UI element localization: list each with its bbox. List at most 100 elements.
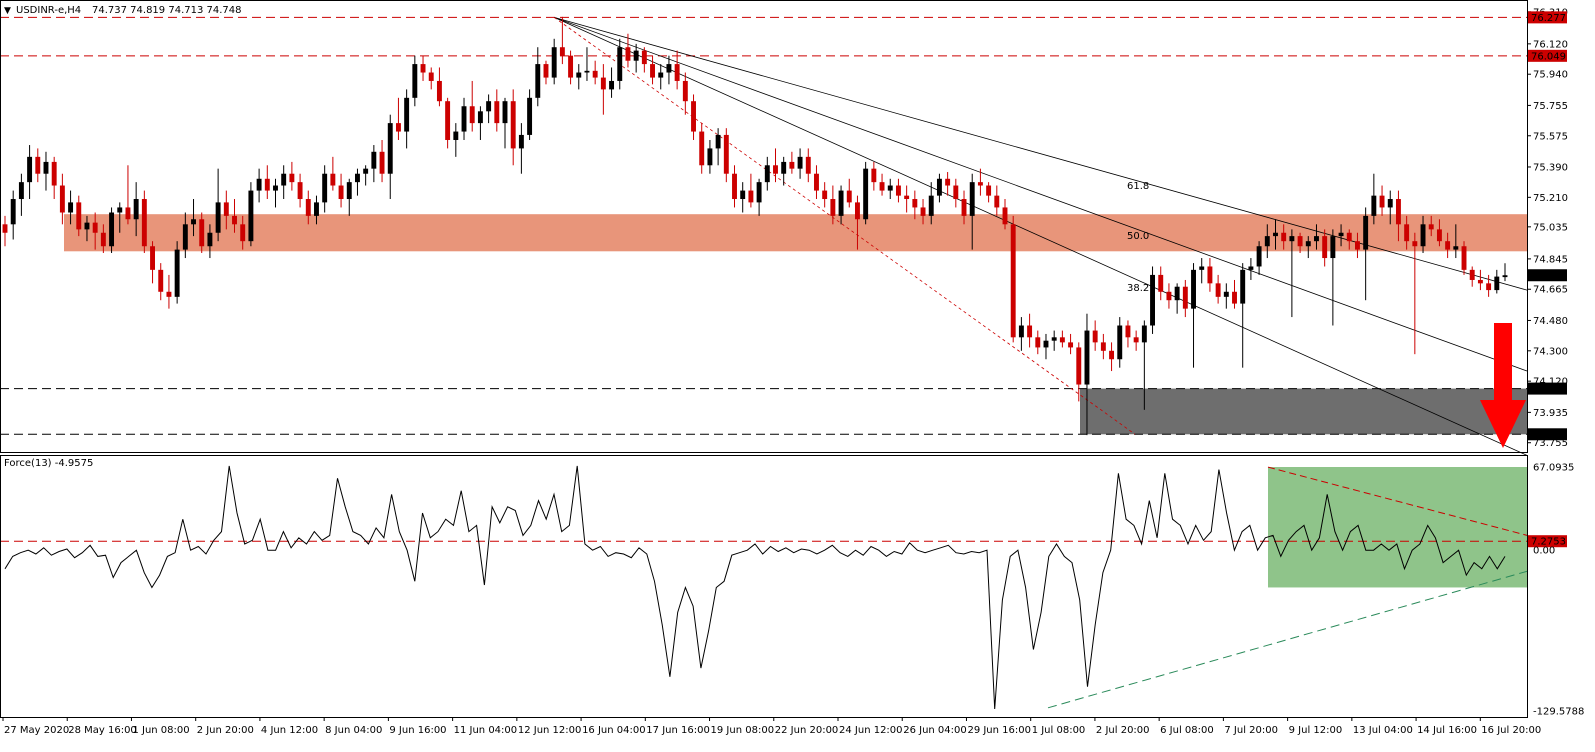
time-axis-label: 26 Jun 04:00 (903, 725, 967, 736)
bear-candle (1445, 241, 1451, 250)
bear-candle (1166, 291, 1172, 301)
price-tick-label: 75.575 (1533, 131, 1568, 142)
bear-candle (559, 47, 565, 56)
price-tick-label: 75.755 (1533, 101, 1568, 112)
bull-candle (84, 222, 90, 230)
bear-candle (1461, 246, 1467, 270)
collapse-triangle-icon[interactable]: ▼ (4, 6, 11, 16)
bull-candle (18, 182, 24, 200)
bull-candle (1240, 269, 1246, 304)
bull-candle (346, 182, 352, 200)
level-price-label: 73.805 (1531, 430, 1566, 441)
bear-candle (543, 64, 549, 78)
symbol-label: USDINR-e,H4 (16, 5, 81, 16)
time-axis-label: 12 Jun 12:00 (518, 725, 582, 736)
bear-candle (1232, 291, 1237, 304)
bear-candle (650, 64, 655, 78)
bear-candle (1486, 283, 1492, 291)
bear-candle (674, 64, 680, 81)
bull-candle (1084, 330, 1090, 385)
bear-candle (240, 224, 246, 242)
bear-candle (920, 207, 926, 216)
bear-candle (682, 80, 688, 102)
frames-layer (0, 0, 1528, 718)
time-axis-label: 1 Jun 08:00 (132, 725, 189, 736)
bear-candle (1346, 232, 1352, 242)
bull-candle (928, 195, 934, 216)
time-axis-label: 7 Jul 20:00 (1224, 725, 1278, 736)
time-axis-label: 9 Jul 12:00 (1289, 725, 1343, 736)
bear-candle (1109, 350, 1115, 360)
bull-candle (1387, 199, 1393, 208)
bear-candle (2, 224, 8, 233)
bull-candle (1117, 325, 1123, 360)
bull-candle (1494, 276, 1500, 291)
bull-candle (863, 168, 869, 220)
support-zone (1080, 388, 1527, 435)
bull-candle (43, 161, 49, 174)
force-axis-label: 0.00 (1533, 546, 1555, 557)
bear-candle (510, 101, 516, 149)
levels-layer (0, 16, 1527, 435)
bear-candle (912, 199, 918, 208)
bull-candle (371, 151, 377, 169)
candles-layer (2, 16, 1508, 436)
bear-candle (1076, 347, 1082, 385)
bull-candle (1305, 241, 1311, 247)
fib-fan-line (554, 17, 1528, 456)
bear-candle (986, 185, 992, 196)
time-axis-label: 19 Jun 08:00 (711, 725, 775, 736)
bear-candle (379, 151, 385, 174)
bull-candle (355, 173, 360, 183)
time-axis-label: 17 Jun 16:00 (646, 725, 710, 736)
bull-candle (1043, 340, 1049, 348)
bear-candle (1395, 199, 1401, 225)
bull-candle (527, 97, 533, 135)
bull-candle (68, 202, 74, 213)
bull-candle (314, 202, 319, 216)
price-tick-label: 76.120 (1533, 39, 1568, 50)
bear-candle (150, 246, 155, 270)
bear-candle (977, 182, 983, 186)
force-axis-label: -129.5788 (1533, 707, 1584, 718)
bull-candle (633, 50, 639, 61)
bear-candle (691, 101, 696, 132)
price-label-box (1528, 382, 1567, 395)
fib-fan-label: 61.8 (1127, 181, 1149, 192)
level-price-label: 76.049 (1531, 51, 1566, 62)
bear-candle (1092, 330, 1098, 343)
bull-candle (461, 106, 467, 132)
price-tick-label: 75.210 (1533, 193, 1568, 204)
price-tick-label: 74.665 (1533, 285, 1568, 296)
bear-candle (445, 101, 451, 140)
bull-candle (387, 123, 393, 174)
level-price-label: 74.076 (1531, 384, 1566, 395)
bear-candle (1428, 224, 1434, 230)
bear-candle (1355, 241, 1360, 250)
ohlc-readout: 74.737 74.819 74.713 74.748 (92, 5, 242, 16)
fib-fan-label: 50.0 (1127, 231, 1149, 242)
bear-candle (1068, 342, 1074, 348)
bear-candle (338, 185, 344, 200)
trend-projection-line (553, 17, 1136, 435)
bear-candle (895, 185, 901, 196)
bear-candle (1010, 224, 1016, 338)
bull-candle (109, 212, 115, 247)
bear-candle (264, 178, 270, 191)
bear-candle (166, 291, 172, 297)
bull-candle (1256, 246, 1262, 267)
bull-candle (764, 165, 770, 183)
bull-candle (518, 134, 524, 149)
bear-candle (773, 165, 778, 174)
bull-candle (174, 249, 180, 297)
bear-candle (436, 80, 442, 102)
bull-candle (1371, 195, 1377, 216)
bull-candle (1338, 232, 1344, 237)
bull-candle (617, 47, 623, 81)
bear-candle (1281, 232, 1287, 242)
bull-candle (322, 173, 328, 203)
bear-candle (1469, 269, 1475, 280)
bull-candle (10, 199, 16, 225)
price-tick-label: 73.935 (1533, 408, 1568, 419)
